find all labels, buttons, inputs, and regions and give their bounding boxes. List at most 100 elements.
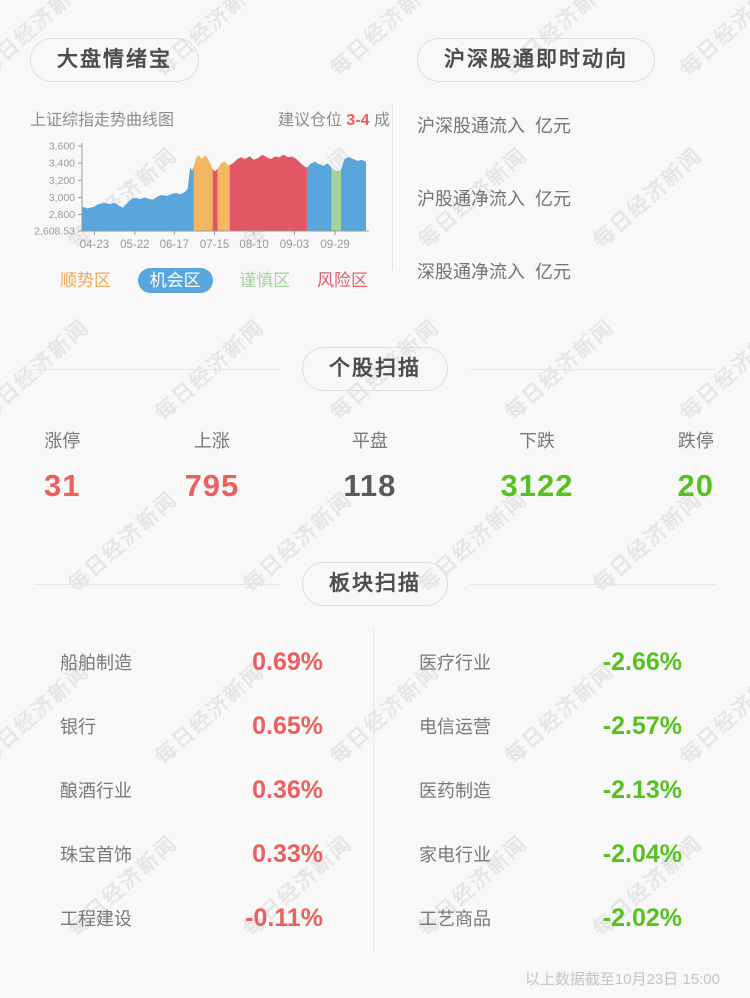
sector-row: 银行 0.65% xyxy=(60,694,323,758)
connect-row-unit: 亿元 xyxy=(535,189,571,210)
y-axis-tick-label: 3,200 xyxy=(49,175,75,187)
sector-row: 工艺商品 -2.02% xyxy=(419,886,682,950)
advice-value: 3-4 xyxy=(346,112,370,130)
x-axis-tick-label: 07-15 xyxy=(200,239,229,251)
section-pill-sentiment: 大盘情绪宝 xyxy=(30,38,199,83)
stock-connect-row: 深股通净流入 亿元 xyxy=(417,258,720,284)
sector-row: 珠宝首饰 0.33% xyxy=(60,822,323,886)
vertical-divider xyxy=(392,104,393,270)
x-axis-tick-label: 05-22 xyxy=(120,239,149,251)
advice-prefix: 建议仓位 xyxy=(277,112,347,130)
sector-row: 医药制造 -2.13% xyxy=(419,758,682,822)
stock-scan-item: 上涨 795 xyxy=(185,427,240,504)
section-title-stock-scan: 个股扫描 xyxy=(329,357,421,380)
stock-scan-item: 下跌 3122 xyxy=(500,427,573,504)
sector-row: 电信运营 -2.57% xyxy=(419,694,682,758)
chart-title: 上证综指走势曲线图 xyxy=(30,112,175,130)
x-axis-tick-label: 09-29 xyxy=(320,239,349,251)
zone-area-3 xyxy=(217,161,230,232)
header-line-right xyxy=(470,368,716,370)
stock-connect-panel: 沪深股通即时动向 沪深股通流入 亿元 沪股通净流入 亿元 深股通净流入 亿元 xyxy=(393,38,720,292)
stock-scan-value: 795 xyxy=(184,468,240,504)
market-sentiment-panel: 大盘情绪宝 上证综指走势曲线图 建议仓位 3-4 成 3,600 3,400 3,2… xyxy=(30,38,392,294)
zone-area-6 xyxy=(331,167,342,232)
sector-name: 家电行业 xyxy=(419,845,491,866)
x-axis-tick-label: 09-03 xyxy=(280,239,309,251)
y-axis-tick-label: 3,600 xyxy=(49,141,75,153)
zone-area-5 xyxy=(306,161,332,232)
sector-change-percent: -2.57% xyxy=(602,711,682,740)
sector-change-percent: -0.11% xyxy=(245,903,323,932)
stock-scan-item: 涨停 31 xyxy=(44,427,80,504)
zone-area-1 xyxy=(193,155,213,232)
section-pill-stock-connect: 沪深股通即时动向 xyxy=(417,38,655,83)
section-title-sentiment: 大盘情绪宝 xyxy=(57,48,172,71)
sector-name: 工艺商品 xyxy=(419,909,491,930)
sector-change-percent: -2.04% xyxy=(602,839,682,868)
sector-name: 医药制造 xyxy=(419,781,491,802)
sector-name: 工程建设 xyxy=(60,909,132,930)
y-axis-tick-label: 3,000 xyxy=(49,192,75,204)
top-section: 大盘情绪宝 上证综指走势曲线图 建议仓位 3-4 成 3,600 3,400 3,2… xyxy=(0,0,750,294)
connect-row-label: 深股通净流入 xyxy=(417,262,525,283)
zone-area-7 xyxy=(341,157,366,232)
sector-row: 医疗行业 -2.66% xyxy=(419,630,682,694)
stock-scan-label: 涨停 xyxy=(44,431,81,452)
sector-name: 珠宝首饰 xyxy=(60,845,132,866)
header-line-left xyxy=(34,583,280,585)
sector-column-gainers: 船舶制造 0.69% 银行 0.65% 酿酒行业 0.36% 珠宝首饰 0.33% 工程建设 -0… xyxy=(30,628,374,953)
sector-column-losers: 医疗行业 -2.66% 电信运营 -2.57% 医药制造 -2.13% 家电行业 -2.04%… xyxy=(374,628,720,952)
legend-item-zone: 风险区 xyxy=(316,270,368,290)
zone-legend: 顺势区 机会区 谨慎区 风险区 xyxy=(60,266,368,294)
zone-area-0 xyxy=(82,166,194,232)
stock-connect-row: 沪股通净流入 亿元 xyxy=(417,185,720,211)
stock-scan-label: 跌停 xyxy=(677,431,714,452)
connect-row-unit: 亿元 xyxy=(535,262,571,283)
sector-change-percent: -2.02% xyxy=(602,903,682,932)
sector-change-percent: 0.69% xyxy=(252,647,323,676)
x-axis-tick-label: 04-23 xyxy=(80,239,109,251)
sector-change-percent: -2.13% xyxy=(602,775,682,804)
sector-name: 酿酒行业 xyxy=(60,781,132,802)
stock-scan-value: 31 xyxy=(44,468,81,504)
sector-name: 医疗行业 xyxy=(419,653,491,674)
sector-row: 家电行业 -2.04% xyxy=(419,822,682,886)
stock-scan-header: 个股扫描 xyxy=(0,347,750,392)
section-pill-stock-scan: 个股扫描 xyxy=(302,347,448,392)
sector-row: 船舶制造 0.69% xyxy=(60,630,323,694)
sector-change-percent: -2.66% xyxy=(602,647,682,676)
sector-scan-table: 船舶制造 0.69% 银行 0.65% 酿酒行业 0.36% 珠宝首饰 0.33% 工程建设 -0… xyxy=(0,628,750,953)
index-trend-area-chart: 3,600 3,400 3,200 3,000 2,800 2,608.53 04-23 05… xyxy=(34,141,369,251)
legend-item-zone: 谨慎区 xyxy=(239,270,291,290)
sector-name: 电信运营 xyxy=(419,717,491,738)
y-axis-tick-label: 3,400 xyxy=(49,158,75,170)
connect-row-label: 沪股通净流入 xyxy=(417,189,525,210)
stock-scan-value: 20 xyxy=(677,468,714,504)
data-cutoff-note: 以上数据截至10月23日 15:00 xyxy=(524,971,720,989)
zone-area-2 xyxy=(212,168,218,232)
y-axis-tick-label: 2,608.53 xyxy=(34,226,75,238)
section-title-stock-connect: 沪深股通即时动向 xyxy=(444,48,628,71)
sector-scan-header: 板块扫描 xyxy=(0,562,750,607)
stock-scan-value: 118 xyxy=(343,468,397,504)
stock-scan-value: 3122 xyxy=(500,468,574,504)
sector-row: 酿酒行业 0.36% xyxy=(60,758,323,822)
sector-name: 船舶制造 xyxy=(60,653,132,674)
advice-suffix: 成 xyxy=(369,112,390,130)
stock-connect-rows: 沪深股通流入 亿元 沪股通净流入 亿元 深股通净流入 亿元 xyxy=(417,112,720,284)
stock-scan-label: 上涨 xyxy=(193,431,230,452)
x-axis-tick-label: 08-10 xyxy=(239,239,268,251)
stock-scan-item: 平盘 118 xyxy=(343,427,396,504)
sector-change-percent: 0.65% xyxy=(252,711,323,740)
sector-name: 银行 xyxy=(60,717,96,738)
legend-item-zone: 顺势区 xyxy=(60,270,111,290)
header-line-right xyxy=(470,583,716,585)
stock-connect-row: 沪深股通流入 亿元 xyxy=(417,112,720,138)
section-pill-sector-scan: 板块扫描 xyxy=(302,562,448,607)
chart-header: 上证综指走势曲线图 建议仓位 3-4 成 xyxy=(30,106,392,130)
connect-row-label: 沪深股通流入 xyxy=(417,116,525,137)
y-axis-tick-label: 2,800 xyxy=(49,209,75,221)
stock-scan-label: 平盘 xyxy=(351,431,388,452)
x-axis-tick-label: 06-17 xyxy=(160,239,189,251)
